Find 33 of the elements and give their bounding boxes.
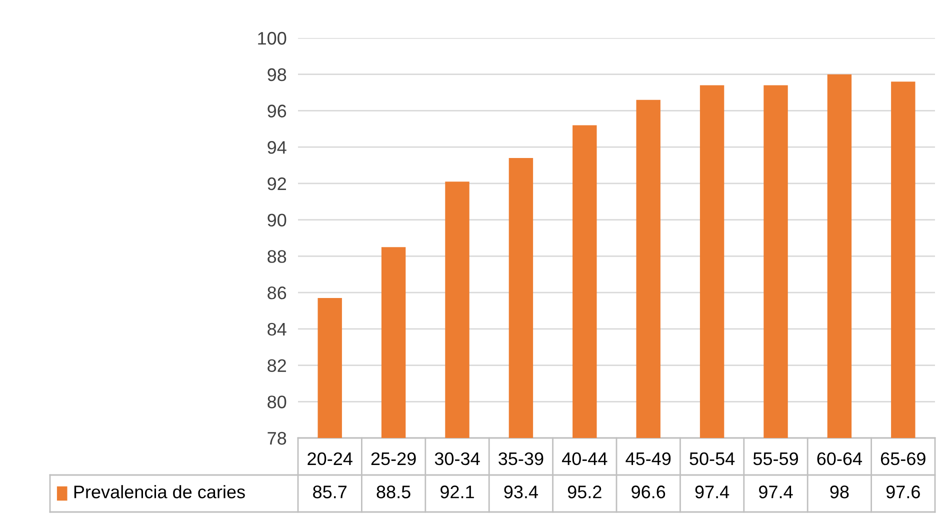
y-tick-label: 98	[268, 68, 286, 82]
y-tick-label: 84	[268, 322, 286, 336]
data-label: 88.5	[376, 486, 410, 498]
x-tick-label: 60-64	[817, 452, 862, 466]
x-tick-label: 55-59	[753, 452, 798, 466]
y-tick-label: 100	[258, 32, 286, 45]
data-label: 85.7	[313, 486, 347, 498]
y-tick-label: 80	[268, 396, 286, 408]
y-tick-label: 92	[268, 177, 286, 190]
y-tick-label: 86	[268, 286, 286, 300]
legend-label: Prevalencia de caries	[74, 485, 245, 498]
y-tick-label: 88	[268, 250, 286, 263]
data-label: 95.2	[568, 486, 602, 498]
y-tick-label: 78	[268, 432, 286, 445]
x-tick-label: 20-24	[308, 452, 352, 466]
x-tick-label: 25-29	[371, 452, 416, 466]
x-tick-label: 35-39	[498, 452, 544, 466]
x-tick-label: 40-44	[562, 452, 608, 466]
data-label: 97.6	[886, 486, 920, 498]
data-label: 96.6	[632, 486, 666, 498]
y-tick-label: 96	[268, 104, 286, 118]
y-tick-label: 82	[268, 359, 286, 372]
x-tick-label: 50-54	[690, 452, 735, 466]
y-tick-label: 94	[268, 141, 286, 154]
x-tick-label: 45-49	[626, 452, 671, 466]
x-tick-label: 30-34	[434, 452, 480, 466]
data-label: 92.1	[440, 486, 474, 498]
y-tick-label: 90	[268, 214, 286, 227]
x-tick-label: 65-69	[880, 452, 926, 466]
data-label: 98	[830, 486, 849, 498]
data-label: 93.4	[504, 486, 538, 498]
data-label: 97.4	[759, 486, 793, 498]
data-label: 97.4	[695, 486, 730, 498]
